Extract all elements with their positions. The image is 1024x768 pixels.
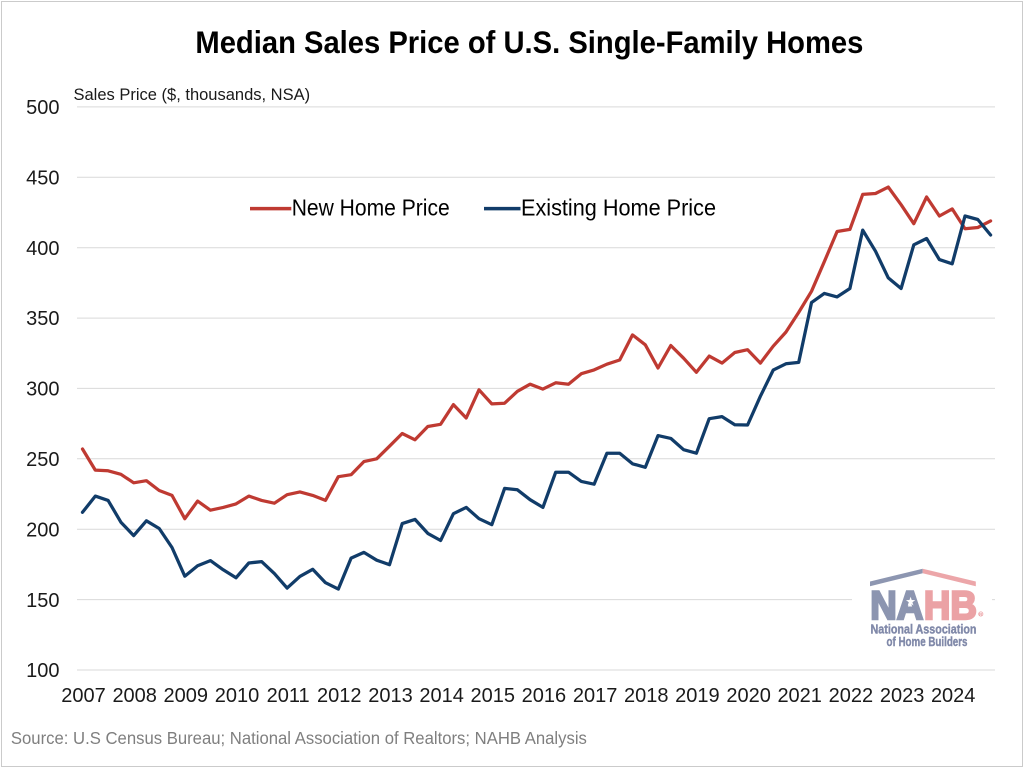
svg-text:2008: 2008 bbox=[112, 685, 157, 707]
svg-text:National Association: National Association bbox=[871, 621, 977, 636]
svg-text:450: 450 bbox=[26, 168, 59, 190]
svg-text:200: 200 bbox=[26, 519, 59, 541]
svg-text:300: 300 bbox=[26, 379, 59, 401]
svg-text:2018: 2018 bbox=[624, 685, 669, 707]
svg-text:2010: 2010 bbox=[215, 685, 260, 707]
svg-text:2023: 2023 bbox=[880, 685, 925, 707]
svg-text:2022: 2022 bbox=[829, 685, 874, 707]
svg-text:2009: 2009 bbox=[164, 685, 209, 707]
svg-text:2013: 2013 bbox=[368, 685, 413, 707]
svg-text:2011: 2011 bbox=[267, 685, 310, 707]
svg-text:of Home Builders: of Home Builders bbox=[887, 634, 968, 649]
svg-text:100: 100 bbox=[26, 660, 59, 682]
svg-text:Existing Home Price: Existing Home Price bbox=[521, 195, 716, 221]
svg-text:150: 150 bbox=[26, 590, 59, 612]
svg-text:2017: 2017 bbox=[573, 685, 618, 707]
svg-text:500: 500 bbox=[26, 97, 59, 119]
svg-text:Sales Price ($, thousands, NSA: Sales Price ($, thousands, NSA) bbox=[74, 86, 311, 104]
svg-text:2020: 2020 bbox=[726, 685, 771, 707]
svg-text:2024: 2024 bbox=[931, 685, 976, 707]
svg-text:250: 250 bbox=[26, 449, 59, 471]
svg-text:Source: U.S Census Bureau; Nat: Source: U.S Census Bureau; National Asso… bbox=[11, 728, 587, 748]
svg-text:R: R bbox=[979, 612, 983, 617]
svg-text:2014: 2014 bbox=[419, 685, 464, 707]
svg-text:350: 350 bbox=[26, 308, 59, 330]
svg-text:2015: 2015 bbox=[471, 685, 516, 707]
svg-text:400: 400 bbox=[26, 238, 59, 260]
svg-text:NA: NA bbox=[870, 584, 923, 628]
svg-text:New Home Price: New Home Price bbox=[292, 195, 450, 221]
svg-text:Median Sales Price of U.S. Sin: Median Sales Price of U.S. Single-Family… bbox=[195, 24, 863, 60]
svg-text:2012: 2012 bbox=[317, 685, 362, 707]
svg-text:2019: 2019 bbox=[675, 685, 720, 707]
svg-text:2021: 2021 bbox=[777, 685, 822, 707]
svg-text:2016: 2016 bbox=[522, 685, 567, 707]
svg-text:HB: HB bbox=[924, 584, 977, 628]
svg-text:2007: 2007 bbox=[61, 685, 106, 707]
